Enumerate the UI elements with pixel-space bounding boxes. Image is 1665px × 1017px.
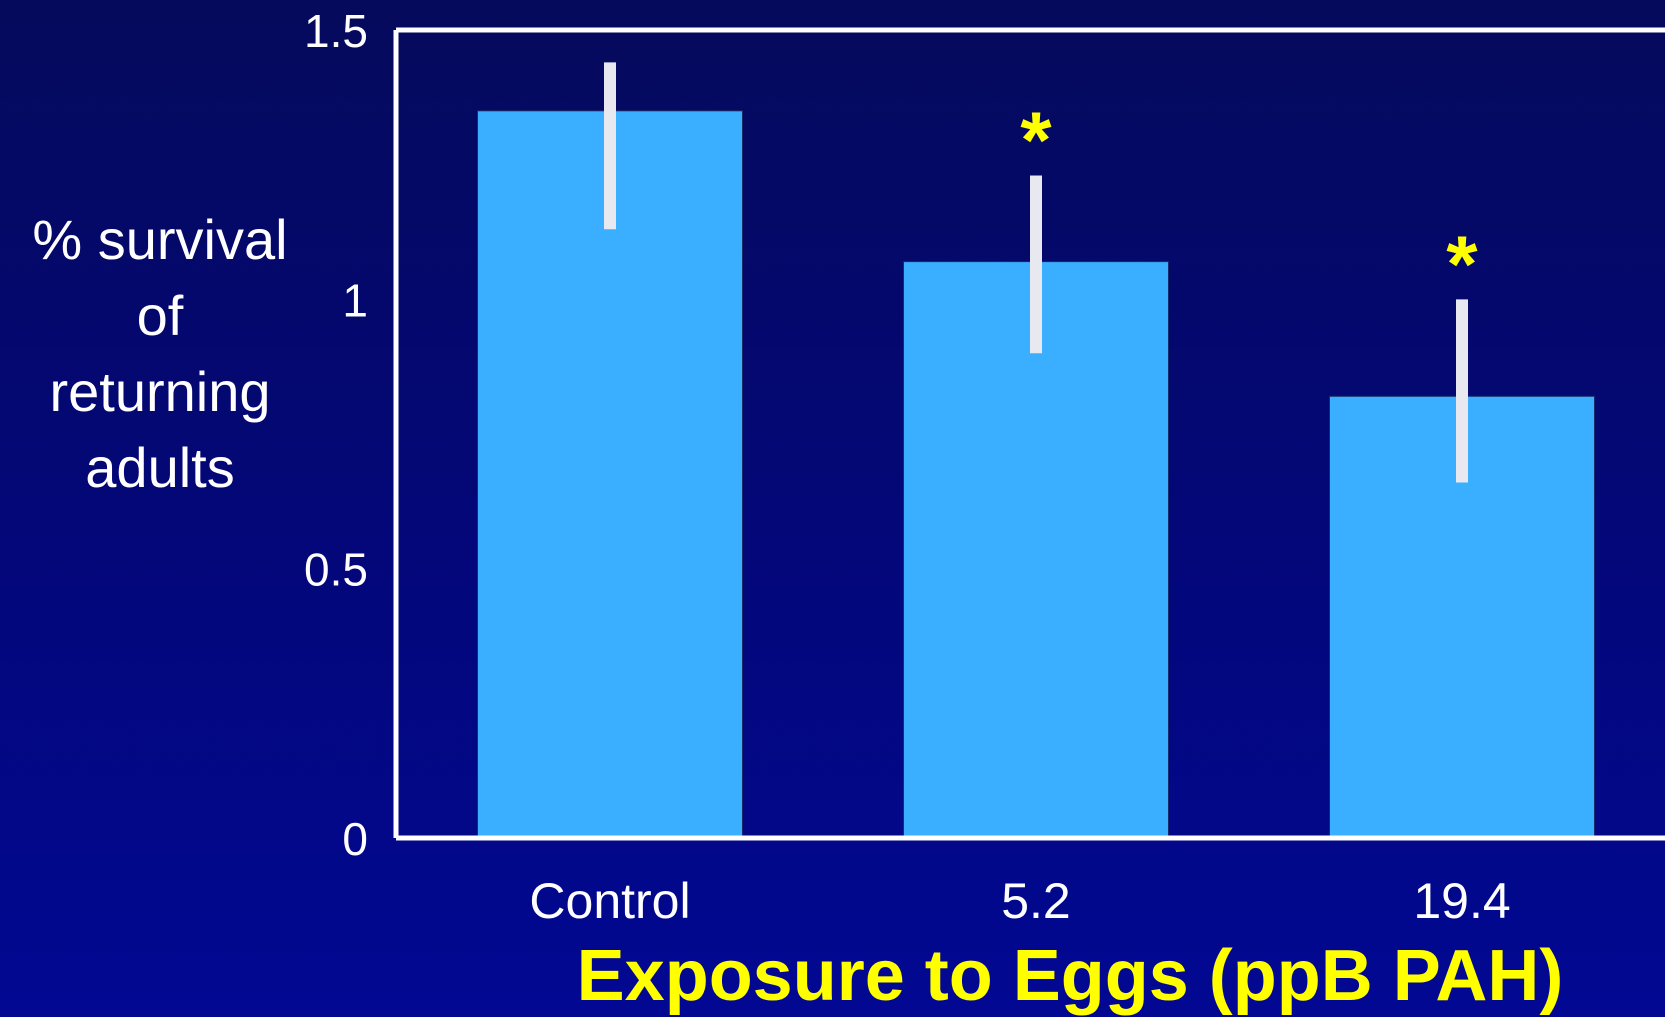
x-axis-title: Exposure to Eggs (ppB PAH) <box>576 936 1564 1016</box>
y-axis-label-line: adults <box>85 436 235 499</box>
y-axis-label-line: % survival <box>32 208 288 271</box>
significance-marker: * <box>1020 95 1052 184</box>
bar <box>903 261 1169 839</box>
y-tick-label: 1.5 <box>304 5 368 57</box>
y-axis-label-line: of <box>136 284 184 347</box>
significance-marker: * <box>1446 219 1478 308</box>
x-tick-label: Control <box>529 873 690 929</box>
y-tick-label: 0.5 <box>304 544 368 596</box>
y-axis-label-line: returning <box>49 360 271 423</box>
y-tick-label: 1 <box>342 274 368 326</box>
x-tick-label: 5.2 <box>1001 873 1071 929</box>
x-tick-label: 19.4 <box>1413 873 1510 929</box>
bar <box>477 110 743 839</box>
y-axis-label: % survival of returning adults <box>0 202 320 506</box>
y-tick-label: 0 <box>342 813 368 865</box>
